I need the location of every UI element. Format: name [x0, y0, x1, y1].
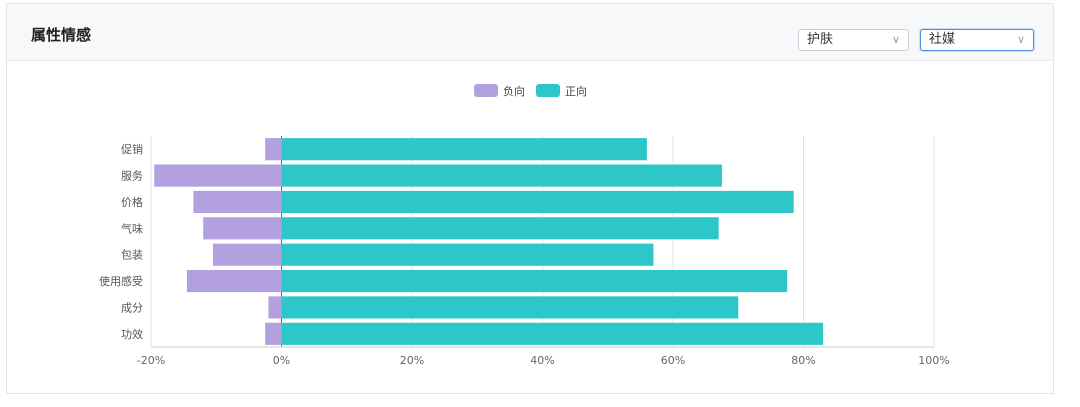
channel-select[interactable]: 社媒 ∨ [920, 29, 1034, 51]
bar-positive[interactable] [281, 296, 739, 319]
legend-swatch[interactable] [474, 84, 498, 97]
bar-positive[interactable] [281, 164, 722, 187]
y-category-label: 气味 [121, 221, 143, 235]
category-select[interactable]: 护肤 ∨ [798, 29, 909, 51]
x-tick-label: -20% [137, 354, 165, 367]
bar-negative[interactable] [203, 217, 282, 240]
x-tick-label: 80% [791, 354, 815, 367]
x-tick-label: 40% [530, 354, 554, 367]
y-category-label: 使用感受 [99, 275, 143, 288]
bar-positive[interactable] [281, 243, 654, 266]
bar-positive[interactable] [281, 138, 647, 161]
y-category-label: 功效 [121, 327, 143, 341]
x-tick-label: 0% [273, 354, 290, 367]
y-category-label: 促销 [121, 142, 143, 156]
panel-header: 属性情感 护肤 ∨ 社媒 ∨ [7, 4, 1053, 61]
panel-title: 属性情感 [31, 26, 92, 44]
bar-negative[interactable] [265, 138, 282, 161]
bar-negative[interactable] [193, 190, 282, 214]
legend-swatch[interactable] [536, 84, 560, 97]
chevron-down-icon: ∨ [1016, 33, 1025, 46]
legend-label[interactable]: 正向 [565, 84, 587, 98]
x-tick-label: 100% [918, 354, 949, 367]
bar-negative[interactable] [186, 269, 282, 293]
chevron-down-icon: ∨ [891, 33, 900, 46]
bar-negative[interactable] [265, 322, 282, 345]
bar-positive[interactable] [281, 269, 788, 293]
bar-negative[interactable] [268, 296, 282, 319]
bar-negative[interactable] [212, 243, 282, 266]
legend-label[interactable]: 负向 [503, 84, 525, 98]
channel-select-value: 社媒 [929, 32, 956, 47]
y-category-label: 包装 [121, 249, 143, 262]
y-category-label: 服务 [121, 170, 143, 183]
bar-negative[interactable] [154, 164, 282, 187]
y-category-label: 价格 [121, 195, 143, 209]
bar-positive[interactable] [281, 322, 824, 345]
category-select-value: 护肤 [807, 32, 834, 47]
x-tick-label: 60% [661, 354, 685, 367]
bar-positive[interactable] [281, 190, 794, 214]
y-category-label: 成分 [121, 301, 143, 314]
x-tick-label: 20% [400, 354, 424, 367]
bar-positive[interactable] [281, 217, 719, 240]
